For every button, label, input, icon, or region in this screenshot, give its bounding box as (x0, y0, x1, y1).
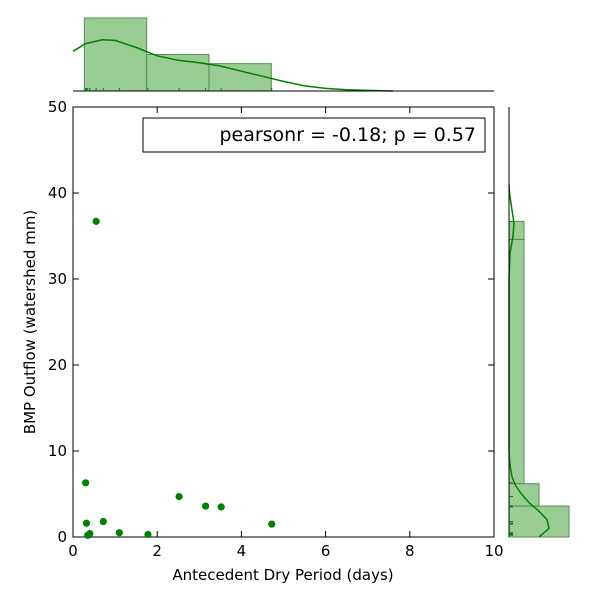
x-tick-label: 4 (237, 542, 247, 560)
right-histogram-bar (508, 483, 540, 507)
scatter-points (82, 217, 276, 539)
top-marginal-histogram (72, 17, 494, 92)
y-axis-label: BMP Outflow (watershed mm) (21, 210, 39, 434)
main-scatter-axes: 0 2 4 6 8 10 0 10 20 30 40 50 pearsonr = -0.18; p … (21, 98, 504, 584)
top-marginal-bars (83, 17, 272, 92)
right-marginal-kde-line (508, 184, 550, 538)
data-point (92, 217, 100, 225)
data-point (115, 529, 123, 537)
right-histogram-bar (508, 238, 525, 485)
data-point (86, 529, 94, 538)
x-tick-label: 2 (152, 542, 162, 560)
data-point (268, 520, 276, 528)
data-point (82, 479, 90, 487)
data-point (99, 517, 107, 526)
y-tick-label: 0 (57, 528, 67, 546)
y-tick-label: 50 (48, 98, 67, 116)
right-histogram-bar (508, 220, 525, 240)
x-tick-label: 8 (405, 542, 415, 560)
y-tick-label: 20 (48, 356, 67, 374)
data-point (202, 502, 210, 510)
y-tick-label: 30 (48, 270, 67, 288)
x-axis-label: Antecedent Dry Period (days) (172, 566, 393, 584)
right-marginal-bars (508, 220, 570, 538)
stats-annotation-text: pearsonr = -0.18; p = 0.57 (219, 124, 476, 146)
y-tick-label: 40 (48, 184, 67, 202)
x-axis-ticks: 0 2 4 6 8 10 (68, 107, 504, 560)
x-tick-label: 6 (321, 542, 331, 560)
data-point (175, 492, 183, 501)
x-tick-label: 0 (68, 542, 78, 560)
top-marginal-kde-line (72, 39, 394, 92)
data-point (217, 503, 225, 511)
top-histogram-bar (83, 17, 148, 92)
right-marginal-histogram (508, 107, 570, 538)
x-tick-label: 10 (484, 542, 503, 560)
top-histogram-bar (208, 63, 272, 92)
top-marginal-ticks (85, 88, 273, 91)
data-point (82, 519, 91, 527)
y-tick-label: 10 (48, 442, 67, 460)
stats-annotation-box (142, 117, 486, 153)
right-marginal-ticks (509, 220, 513, 536)
plot-frame (72, 106, 495, 538)
y-axis-ticks: 0 10 20 30 40 50 (48, 98, 494, 546)
data-point (144, 530, 152, 539)
